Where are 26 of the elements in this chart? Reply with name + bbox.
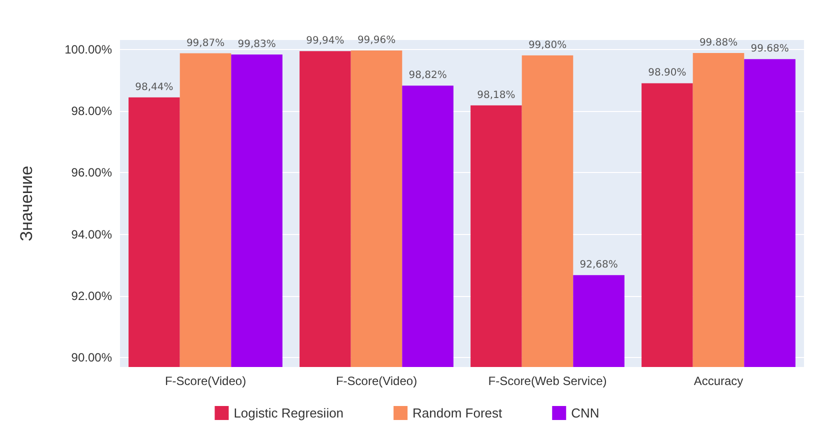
legend-label: Random Forest bbox=[412, 406, 503, 420]
legend-label: CNN bbox=[571, 406, 600, 420]
y-tick-label: 100.00% bbox=[64, 42, 112, 56]
x-tick-label: F-Score(Web Service) bbox=[488, 374, 607, 388]
x-tick-label: Accuracy bbox=[694, 374, 744, 388]
data-label: 99,96% bbox=[357, 34, 396, 46]
legend-label: Logistic Regresiion bbox=[234, 406, 344, 420]
data-label: 98.90% bbox=[648, 68, 686, 79]
data-label: 98,82% bbox=[408, 70, 447, 82]
data-label: 99.68% bbox=[750, 44, 789, 55]
data-label: 99,87% bbox=[186, 38, 225, 49]
data-label: 99,94% bbox=[306, 36, 344, 47]
data-label: 92,68% bbox=[580, 260, 618, 271]
y-tick-label: 94.00% bbox=[71, 227, 112, 242]
data-label: 98,44% bbox=[135, 82, 174, 93]
x-tick-label: F-Score(Video) bbox=[164, 374, 246, 388]
y-tick-label: 92.00% bbox=[71, 289, 112, 304]
data-label: 98,18% bbox=[477, 90, 516, 101]
y-tick-label: 98.00% bbox=[71, 104, 112, 118]
x-tick-label: F-Score(Video) bbox=[336, 374, 418, 388]
y-tick-label: 96.00% bbox=[71, 166, 112, 180]
data-label: 99.88% bbox=[699, 37, 738, 48]
data-label: 99,83% bbox=[238, 39, 276, 50]
data-label: 99,80% bbox=[528, 40, 567, 51]
y-axis-title: Значение bbox=[17, 166, 36, 242]
y-tick-label: 90.00% bbox=[71, 350, 112, 365]
